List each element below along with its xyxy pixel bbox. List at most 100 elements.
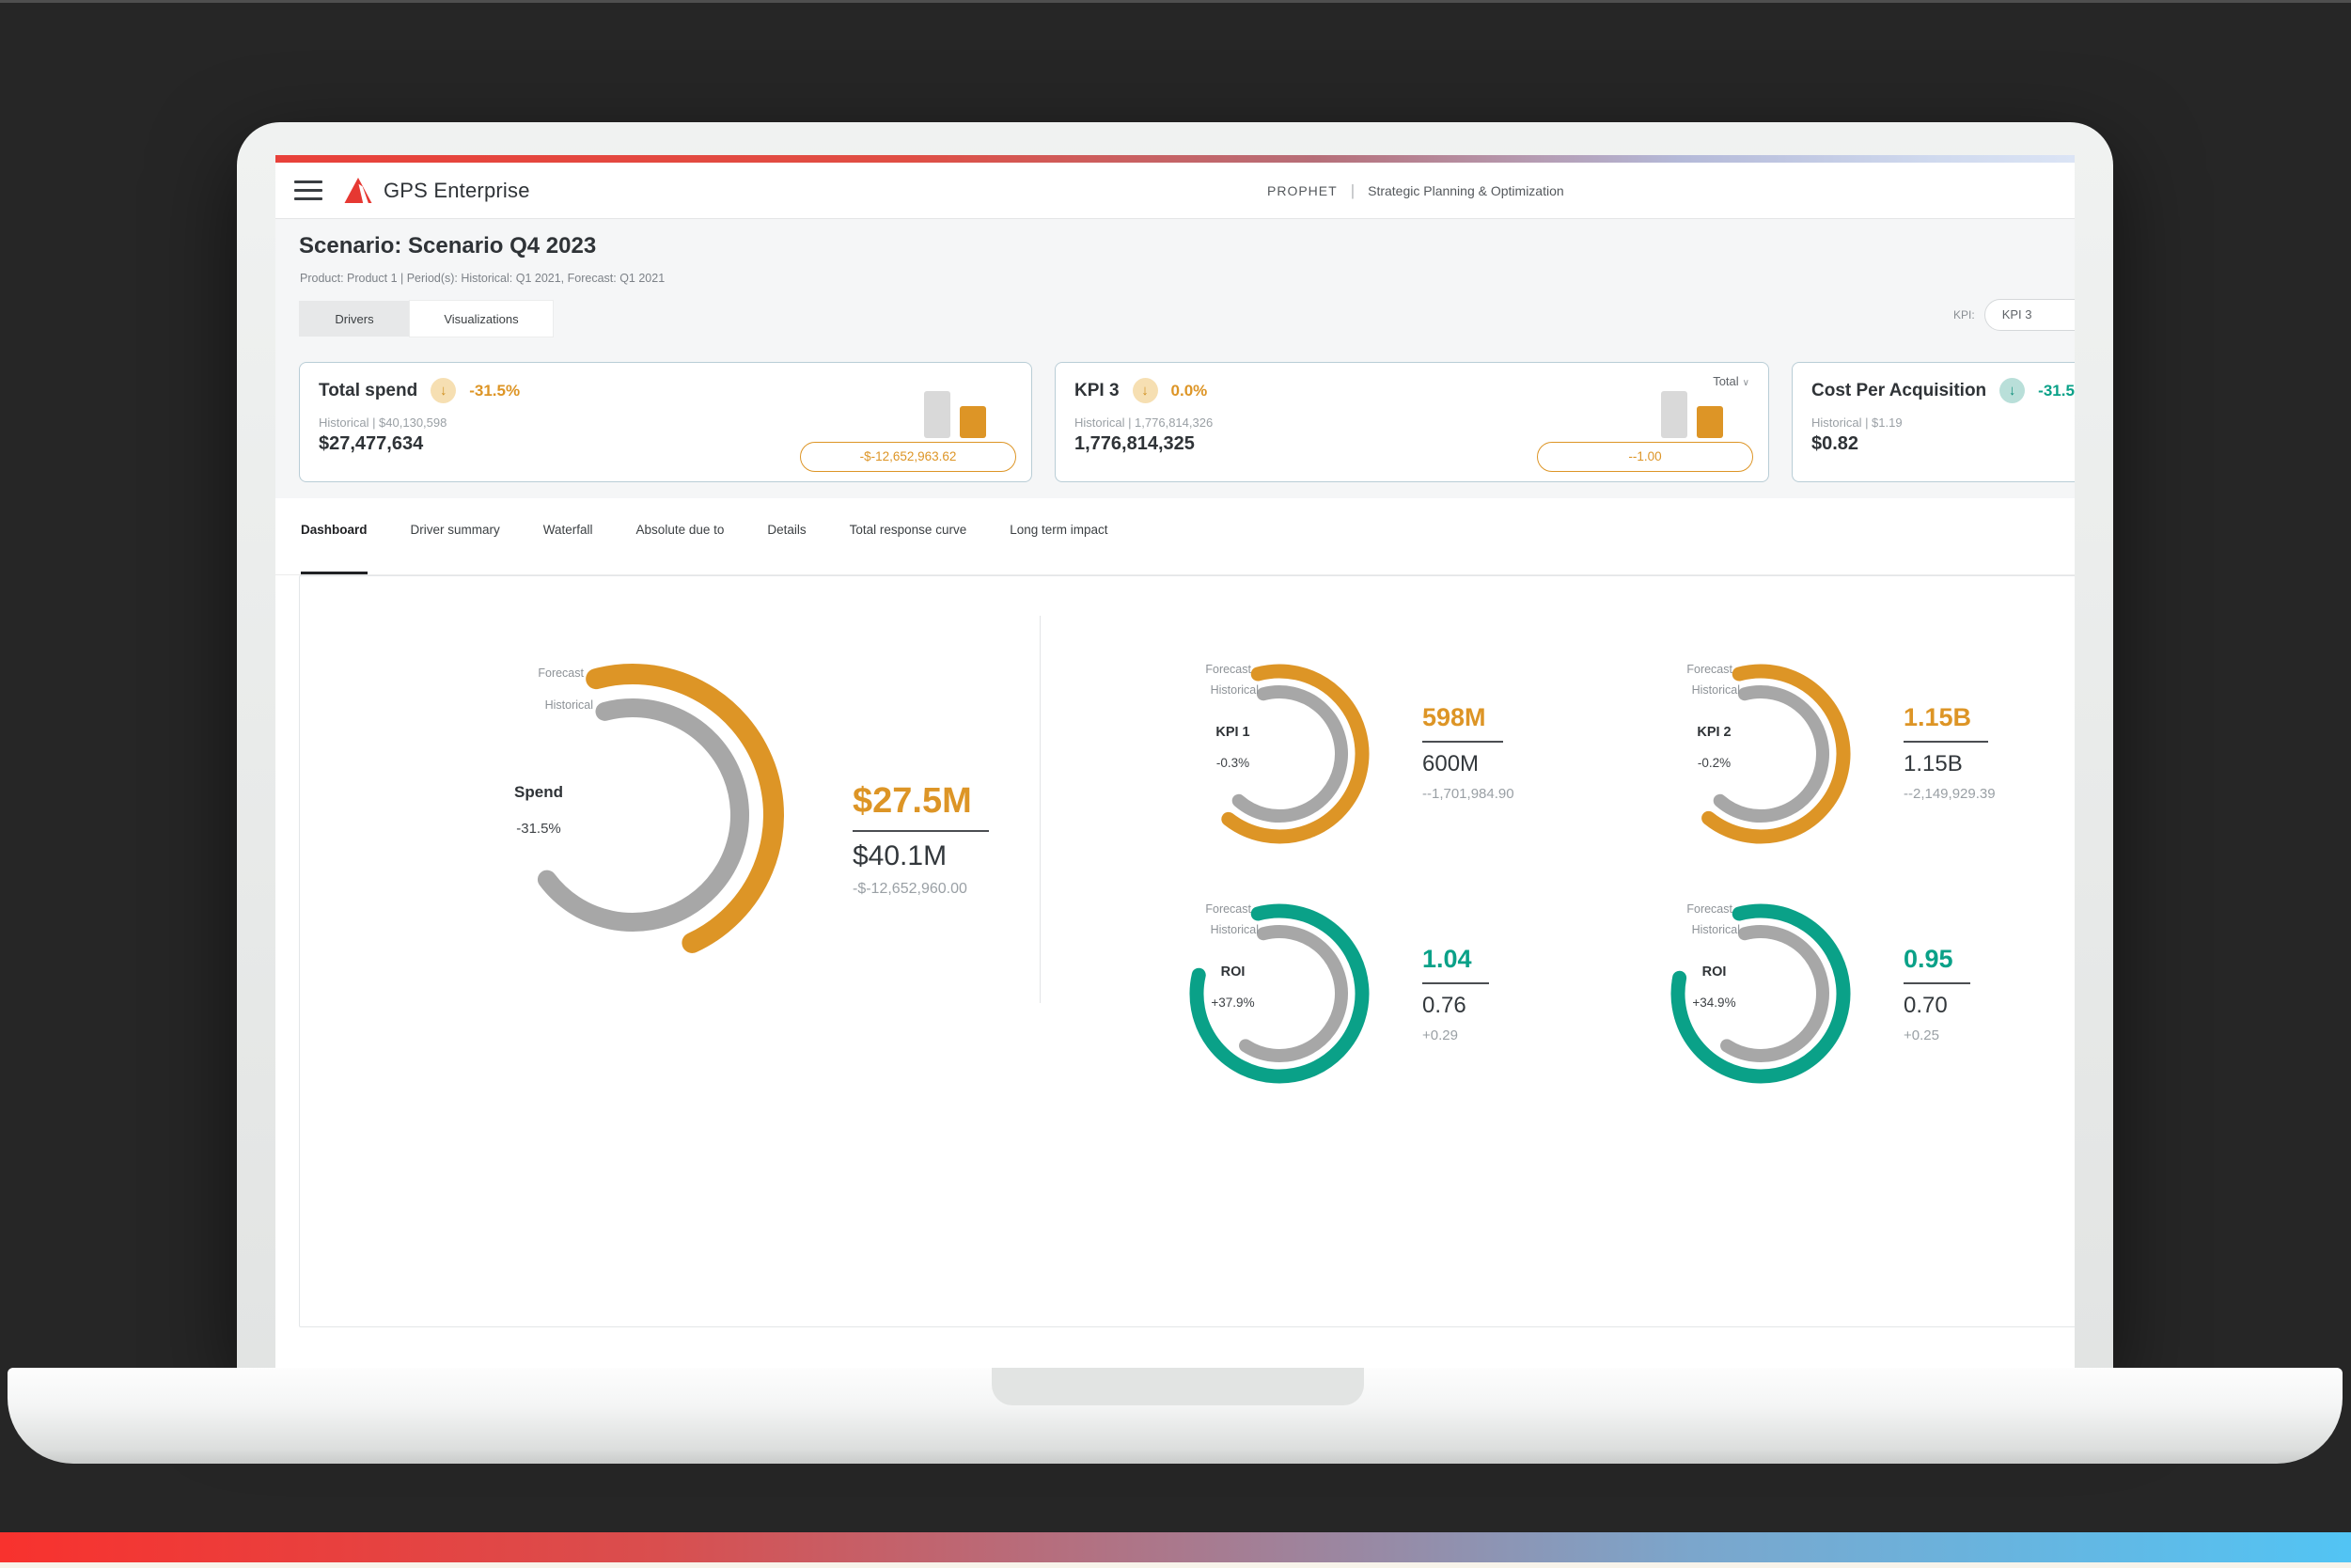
- gauge-name: KPI 2: [1697, 725, 1732, 740]
- difference-value: +0.29: [1422, 1027, 1458, 1043]
- roi1-values: 1.04 0.76 +0.29: [1422, 945, 1489, 1043]
- card-total-spend: Total spend ↓ -31.5% Historical | $40,13…: [299, 362, 1032, 482]
- aggregation-dropdown[interactable]: Total ∨: [1713, 374, 1749, 388]
- app-header: GPS Enterprise PROPHET | Strategic Plann…: [275, 163, 2075, 219]
- card-value: 1,776,814,325: [1074, 433, 1195, 454]
- gauge-name: ROI: [1701, 964, 1727, 980]
- historical-legend-label: Historical: [1691, 923, 1740, 936]
- gauge-name: ROI: [1220, 964, 1246, 980]
- historical-value: 600M: [1422, 751, 1480, 776]
- gauge-kpi-1: Forecast Historical KPI 1 -0.3%: [1176, 647, 1383, 861]
- forecast-legend-label: Forecast: [1205, 663, 1251, 676]
- tab-visualizations[interactable]: Visualizations: [410, 301, 553, 337]
- roi2-gauge-chart: [1657, 886, 1864, 1105]
- historical-legend-label: Historical: [544, 698, 593, 712]
- kpi1-gauge-chart: [1176, 647, 1383, 866]
- gauge-delta: -0.2%: [1697, 756, 1732, 770]
- gauge-name: Spend: [514, 783, 563, 801]
- dashboard-panel: Forecast Historical Spend -31.5% $27.5M …: [299, 575, 2075, 1327]
- bottom-light-strip: [0, 1562, 2351, 1568]
- tab-waterfall[interactable]: Waterfall: [542, 523, 593, 537]
- forecast-legend-label: Forecast: [1686, 902, 1732, 916]
- chevron-down-icon: ∨: [1742, 378, 1749, 388]
- scenario-meta: Product: Product 1 | Period(s): Historic…: [300, 272, 666, 285]
- historical-legend-label: Historical: [1691, 683, 1740, 697]
- arrow-down-icon: ↓: [431, 378, 457, 403]
- card-title: Cost Per Acquisition: [1811, 380, 1987, 400]
- card-value: $27,477,634: [319, 433, 424, 454]
- difference-badge: --1.00: [1537, 442, 1753, 472]
- forecast-value: 598M: [1422, 703, 1503, 743]
- scenario-title: Scenario: Scenario Q4 2023: [299, 233, 597, 259]
- tab-details[interactable]: Details: [767, 523, 807, 537]
- forecast-value: 1.04: [1422, 945, 1489, 984]
- kpi-selector: KPI: KPI 3: [1953, 299, 2075, 331]
- gauge-delta: +37.9%: [1211, 996, 1255, 1010]
- tab-total-response-curve[interactable]: Total response curve: [849, 523, 967, 537]
- card-title: Total spend: [319, 380, 418, 400]
- menu-icon[interactable]: [294, 180, 322, 200]
- spend-gauge-chart: [463, 644, 802, 992]
- tab-drivers[interactable]: Drivers: [299, 301, 410, 337]
- gauge-delta: -31.5%: [516, 821, 561, 837]
- roi2-values: 0.95 0.70 +0.25: [1904, 945, 1970, 1043]
- kpi1-values: 598M 600M --1,701,984.90: [1422, 703, 1514, 802]
- spend-values: $27.5M $40.1M -$-12,652,960.00: [853, 781, 989, 898]
- bottom-gradient-bar: [0, 1532, 2351, 1562]
- difference-badge: -$-12,652,963.62: [800, 442, 1016, 472]
- card-delta: -31.5%: [469, 381, 521, 400]
- kpi2-gauge-chart: [1657, 647, 1864, 866]
- tab-absolute-due-to[interactable]: Absolute due to: [635, 523, 725, 537]
- gauge-delta: +34.9%: [1692, 996, 1736, 1010]
- card-historical: Historical | $40,130,598: [319, 416, 447, 430]
- roi1-gauge-chart: [1176, 886, 1383, 1105]
- historical-bar: [924, 391, 950, 438]
- gauge-spend: Forecast Historical Spend -31.5%: [463, 644, 802, 987]
- difference-value: -$-12,652,960.00: [853, 881, 967, 897]
- kpi2-values: 1.15B 1.15B --2,149,929.39: [1904, 703, 1996, 802]
- panel-divider: [1040, 616, 1041, 1003]
- view-tabs: Dashboard Driver summary Waterfall Absol…: [275, 498, 2075, 575]
- historical-legend-label: Historical: [1210, 683, 1259, 697]
- card-historical: Historical | $1.19: [1811, 416, 1903, 430]
- tab-driver-summary[interactable]: Driver summary: [410, 523, 500, 537]
- tab-long-term-impact[interactable]: Long term impact: [1010, 523, 1108, 537]
- forecast-legend-label: Forecast: [1686, 663, 1732, 676]
- difference-value: --1,701,984.90: [1422, 786, 1514, 802]
- brand: GPS Enterprise: [343, 177, 530, 204]
- gauge-roi-2: Forecast Historical ROI +34.9%: [1657, 886, 1864, 1101]
- card-delta: 0.0%: [1170, 381, 1208, 400]
- gauge-delta: -0.3%: [1215, 756, 1250, 770]
- gauge-roi-1: Forecast Historical ROI +37.9%: [1176, 886, 1383, 1101]
- laptop-lid: GPS Enterprise PROPHET | Strategic Plann…: [237, 122, 2113, 1368]
- kpi-cards-row: Total spend ↓ -31.5% Historical | $40,13…: [275, 362, 2075, 482]
- card-delta: -31.5%: [2038, 381, 2075, 400]
- historical-value: 1.15B: [1904, 751, 1963, 776]
- card-historical: Historical | 1,776,814,326: [1074, 416, 1214, 430]
- historical-value: 0.70: [1904, 993, 1948, 1018]
- card-cost-per-acquisition: Cost Per Acquisition ↓ -31.5% Historical…: [1792, 362, 2075, 482]
- kpi-selector-label: KPI:: [1953, 308, 1975, 321]
- suite-name: PROPHET: [1267, 182, 1338, 198]
- laptop-notch: [992, 1368, 1364, 1405]
- brand-logo-icon: [344, 178, 372, 203]
- gauge-kpi-2: Forecast Historical KPI 2 -0.2%: [1657, 647, 1864, 861]
- page-tabs: Drivers Visualizations: [299, 301, 553, 337]
- historical-bar: [1661, 391, 1687, 438]
- card-title: KPI 3: [1074, 380, 1120, 400]
- scenario-section: Scenario: Scenario Q4 2023 Product: Prod…: [275, 219, 2075, 498]
- historical-value: $40.1M: [853, 840, 948, 871]
- suite-title: PROPHET | Strategic Planning & Optimizat…: [1267, 181, 1564, 200]
- forecast-value: 0.95: [1904, 945, 1970, 984]
- kpi-selector-dropdown[interactable]: KPI 3: [1983, 299, 2075, 331]
- forecast-legend-label: Forecast: [1205, 902, 1251, 916]
- forecast-legend-label: Forecast: [538, 666, 584, 680]
- app-accent-gradient-bar: [275, 155, 2075, 163]
- forecast-bar: [960, 406, 986, 438]
- laptop-base: [8, 1368, 2343, 1464]
- mini-bar-chart: [1661, 391, 1723, 438]
- tab-dashboard[interactable]: Dashboard: [301, 523, 368, 574]
- forecast-value: $27.5M: [853, 781, 989, 832]
- card-value: $0.82: [1811, 433, 1859, 454]
